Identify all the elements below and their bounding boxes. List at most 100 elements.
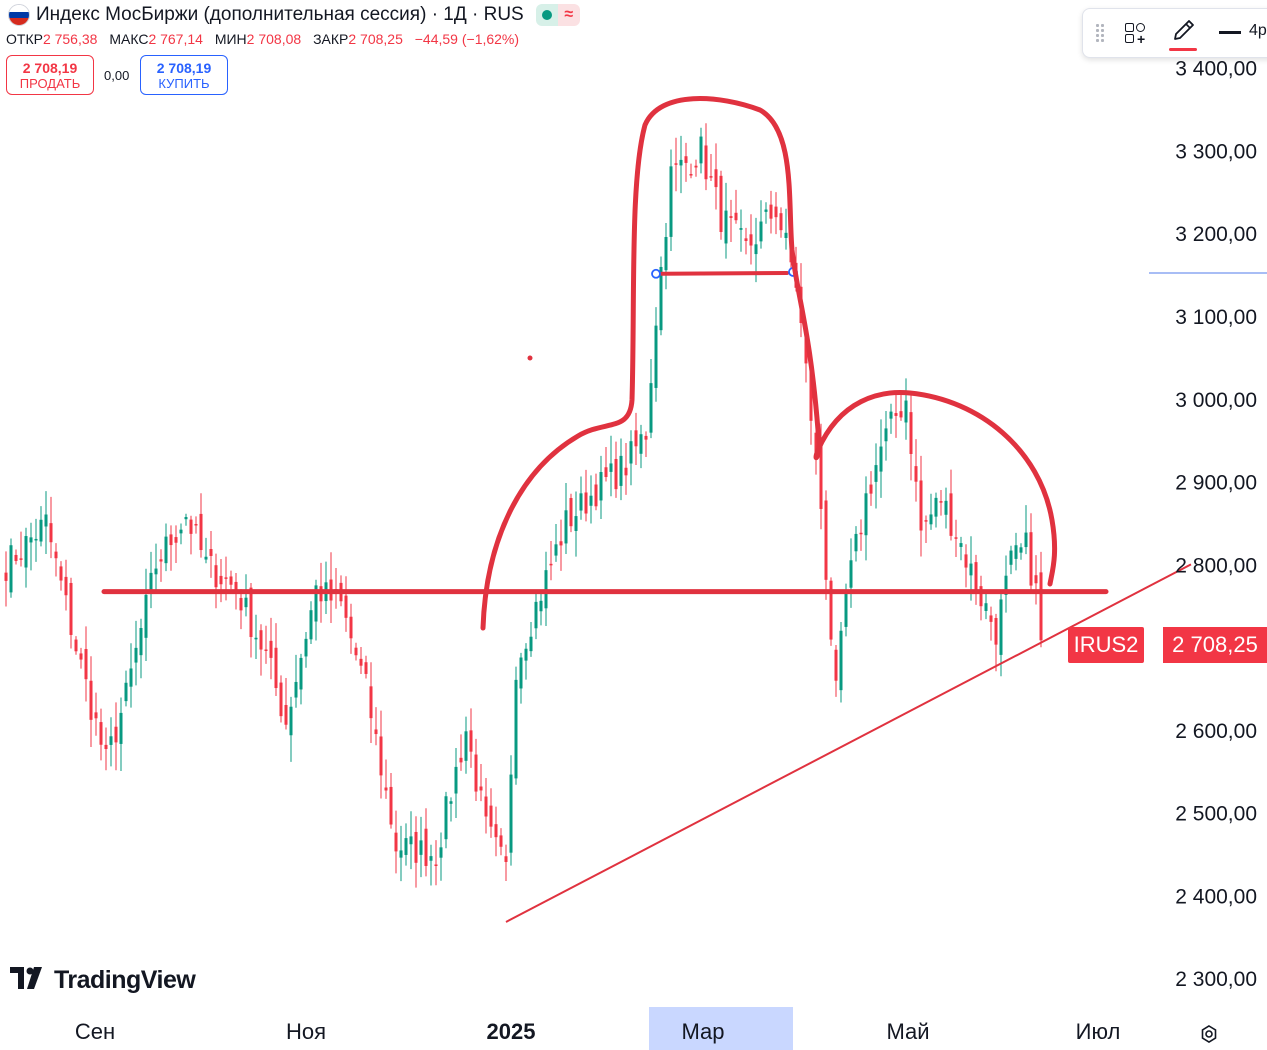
candle-body bbox=[309, 610, 313, 640]
candle-body bbox=[244, 597, 248, 608]
candle bbox=[344, 576, 348, 632]
price-axis[interactable]: 2 300,002 400,002 500,002 600,002 700,00… bbox=[1175, 58, 1257, 992]
sell-button[interactable]: 2 708,19 ПРОДАТЬ bbox=[6, 55, 94, 95]
time-axis[interactable]: Сен Ноя 2025 Мар Май Июл bbox=[75, 1019, 1120, 1044]
candle bbox=[629, 430, 633, 486]
candle bbox=[354, 642, 358, 661]
candle bbox=[324, 561, 328, 614]
symbol-header[interactable]: Индекс МосБиржи (дополнительная сессия) … bbox=[8, 4, 580, 26]
candle bbox=[154, 543, 158, 592]
candle-body bbox=[264, 649, 268, 652]
candle bbox=[59, 561, 63, 591]
candle-body bbox=[639, 434, 643, 454]
candle bbox=[564, 482, 568, 554]
candle-body bbox=[384, 787, 388, 791]
candle-body bbox=[154, 568, 158, 575]
candle-body bbox=[989, 615, 993, 622]
candle-body bbox=[214, 565, 218, 588]
change-value: −44,59 (−1,62%) bbox=[414, 31, 520, 47]
neckline-segment[interactable] bbox=[660, 270, 789, 276]
spread-value: 0,00 bbox=[104, 68, 130, 83]
market-status-pill[interactable]: ≈ bbox=[535, 4, 580, 26]
candle-body bbox=[929, 514, 933, 525]
candle bbox=[9, 538, 13, 598]
candle bbox=[259, 624, 263, 676]
candle bbox=[964, 544, 968, 588]
candle-body bbox=[954, 537, 958, 539]
candle bbox=[1039, 551, 1043, 648]
candle-body bbox=[839, 630, 843, 691]
candle bbox=[524, 643, 528, 680]
candle bbox=[1019, 543, 1023, 560]
neckline-anchor-left[interactable] bbox=[651, 268, 661, 279]
candle-body bbox=[289, 706, 293, 736]
candle-body bbox=[609, 463, 613, 472]
candle bbox=[294, 654, 298, 708]
candle-body bbox=[594, 484, 598, 507]
candle-body bbox=[129, 668, 133, 687]
candle bbox=[534, 591, 538, 640]
candle bbox=[709, 154, 713, 181]
freehand-pattern-drawing[interactable] bbox=[480, 96, 1058, 631]
candle-body bbox=[484, 796, 488, 817]
candle-body bbox=[854, 533, 858, 552]
y-tick-label: 2 800,00 bbox=[1175, 554, 1257, 577]
candle-body bbox=[204, 556, 208, 560]
candle bbox=[424, 808, 428, 877]
symbol-title[interactable]: Индекс МосБиржи (дополнительная сессия) … bbox=[36, 4, 524, 25]
grip-icon[interactable] bbox=[1095, 23, 1105, 43]
candle-body bbox=[899, 411, 903, 418]
candle-body bbox=[274, 647, 278, 689]
candle bbox=[824, 490, 828, 600]
candle bbox=[1014, 532, 1018, 571]
candle-body bbox=[729, 216, 733, 218]
x-tick-label: Май bbox=[886, 1019, 929, 1044]
candle-body bbox=[844, 593, 848, 627]
candle bbox=[459, 734, 463, 771]
candle bbox=[99, 708, 103, 761]
drawing-toolbar[interactable]: + 4px bbox=[1082, 8, 1267, 58]
candle bbox=[904, 378, 908, 440]
candle-body bbox=[299, 657, 303, 690]
candle-body bbox=[434, 864, 438, 866]
candle-body bbox=[964, 554, 968, 568]
candle-body bbox=[494, 824, 498, 838]
settings-icon[interactable] bbox=[1199, 1024, 1219, 1044]
candle bbox=[189, 515, 193, 555]
candle bbox=[359, 646, 363, 674]
candle bbox=[739, 209, 743, 252]
candle-body bbox=[24, 536, 28, 568]
candle-body bbox=[474, 754, 478, 792]
candle-body bbox=[169, 534, 173, 546]
candle-body bbox=[1034, 575, 1038, 584]
pencil-glyph bbox=[1174, 20, 1194, 40]
tradingview-logo[interactable]: TradingView bbox=[10, 964, 196, 996]
candle bbox=[134, 620, 138, 686]
drawings-layer[interactable] bbox=[101, 96, 1192, 923]
candle bbox=[989, 606, 993, 641]
line-style-icon[interactable] bbox=[1219, 31, 1241, 34]
candle-body bbox=[194, 524, 198, 526]
candle bbox=[579, 476, 583, 520]
candle bbox=[74, 636, 78, 655]
candle bbox=[784, 208, 788, 250]
candle-body bbox=[734, 212, 738, 221]
candle bbox=[184, 513, 188, 526]
buy-button[interactable]: 2 708,19 КУПИТЬ bbox=[140, 55, 228, 95]
candle-body bbox=[109, 736, 113, 745]
object-tree-icon[interactable]: + bbox=[1123, 21, 1147, 47]
candle bbox=[764, 202, 768, 224]
candle bbox=[269, 617, 273, 680]
trend-line[interactable] bbox=[505, 563, 1192, 923]
pencil-icon[interactable] bbox=[1167, 15, 1201, 51]
line-width-label[interactable]: 4px bbox=[1249, 22, 1267, 39]
candle bbox=[669, 149, 673, 251]
candle-body bbox=[689, 174, 693, 176]
candle-body bbox=[919, 480, 923, 531]
candle-body bbox=[54, 551, 58, 559]
candle bbox=[219, 559, 223, 603]
candle bbox=[604, 447, 608, 482]
candle-body bbox=[409, 836, 413, 845]
candle-body bbox=[344, 595, 348, 618]
